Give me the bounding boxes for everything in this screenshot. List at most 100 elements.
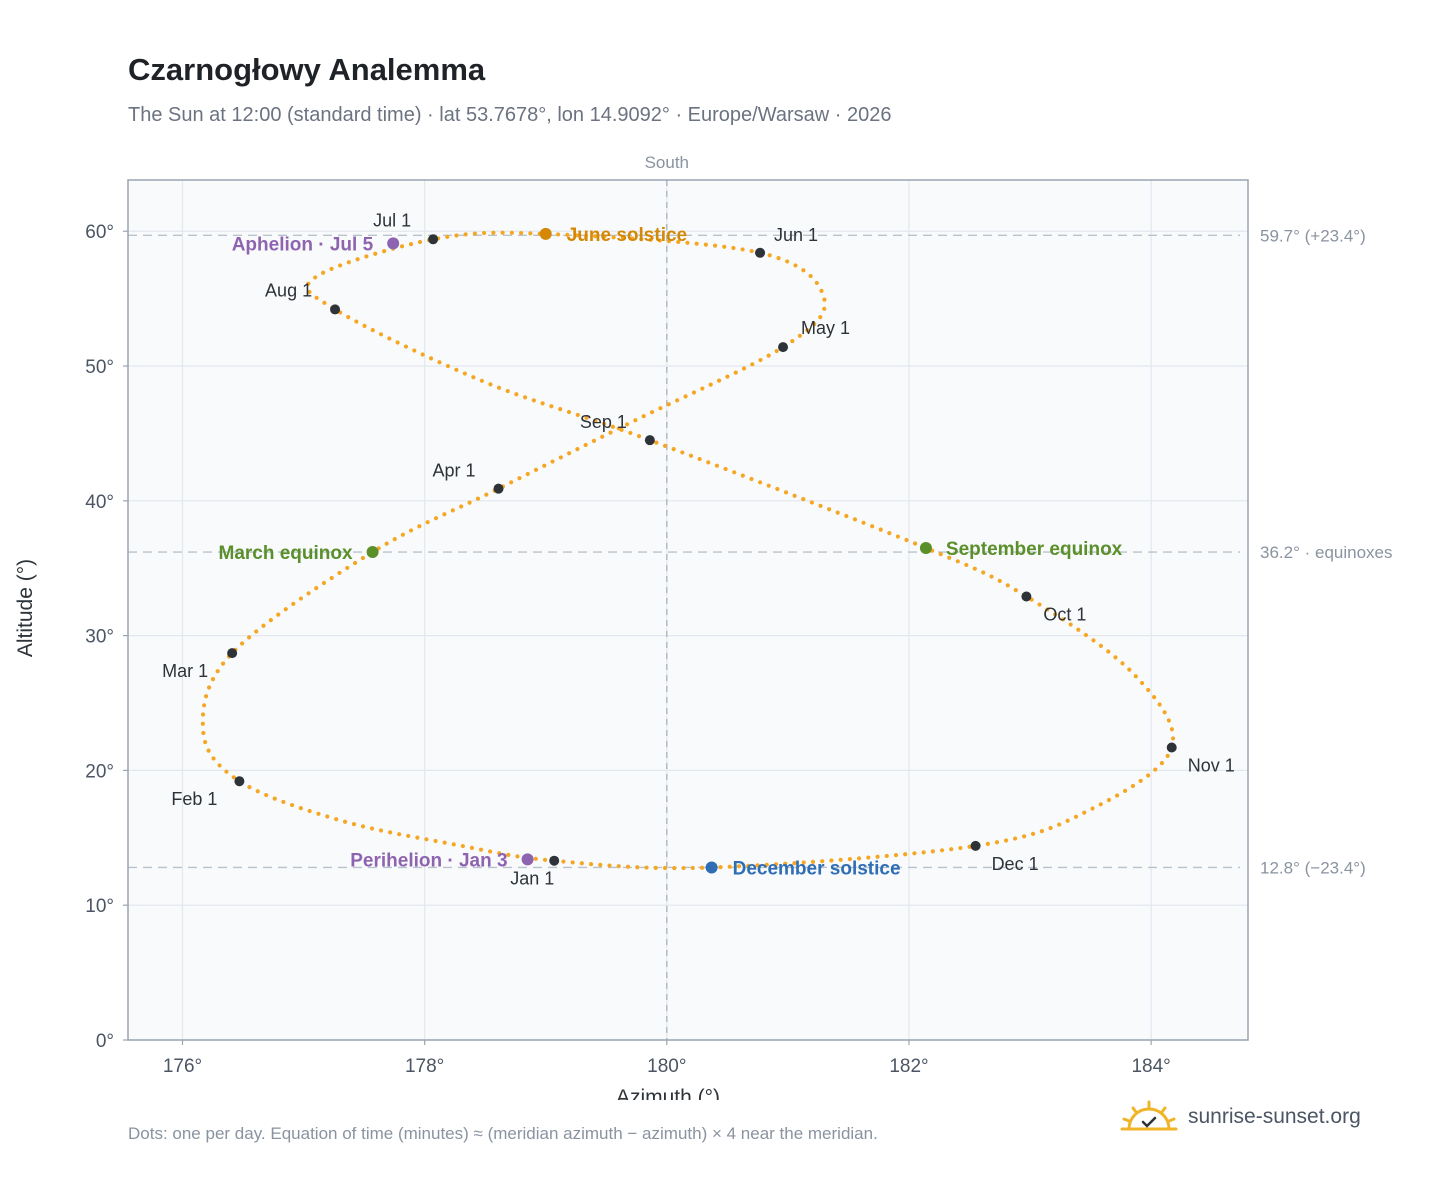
daily-dot [653,865,658,870]
daily-dot [725,374,730,379]
daily-dot [1082,810,1087,815]
daily-dot [201,703,207,708]
brand[interactable]: sunrise-sunset.org [1120,1100,1361,1134]
daily-dot [764,862,769,867]
daily-dot [459,504,464,509]
event-marker [919,541,932,554]
daily-dot [797,333,803,338]
daily-dot [722,244,727,249]
daily-dot [624,422,630,427]
daily-dot [469,845,475,850]
daily-dot [1165,753,1170,758]
reference-line-label: 36.2° · equinoxes [1260,543,1393,562]
daily-dot [712,243,718,248]
daily-dot [611,235,616,240]
daily-dot [633,418,638,423]
daily-dot [346,260,351,265]
daily-dot [445,234,450,239]
reference-lines: South 59.7° (+23.4°) 36.2° · equinoxes 12.8… [128,153,1393,1040]
daily-dot [298,805,303,811]
daily-dot [680,450,685,455]
daily-dot [866,855,871,860]
event-marker [366,546,379,559]
daily-dot [857,856,862,861]
daily-dot [644,865,649,870]
daily-dot [749,248,754,254]
daily-dot [847,856,852,862]
daily-dot [835,510,840,515]
daily-dot [556,232,561,237]
daily-dot [454,367,459,372]
daily-dot [345,565,350,571]
daily-dot [809,500,814,505]
event-marker [705,861,718,874]
month-marker [227,648,238,659]
daily-dot [1169,727,1174,732]
daily-dot [801,496,806,502]
daily-dot [201,730,206,736]
daily-dot [827,507,832,512]
event-label: September equinox [946,539,1123,560]
daily-dot [1162,710,1167,715]
daily-dot [566,409,572,415]
month-label: Jan 1 [510,869,554,889]
daily-dot [217,763,222,768]
daily-dot [714,463,720,468]
daily-dot [397,832,402,837]
daily-dot [370,328,375,333]
daily-dot [399,244,405,249]
daily-dot [812,322,817,327]
daily-dot [264,792,269,798]
daily-dot [408,528,414,533]
y-tick-label: 0° [96,1031,114,1052]
daily-dot [1138,778,1143,784]
daily-dot [1170,736,1176,741]
daily-dot [1159,761,1165,766]
daily-dot [1048,825,1053,831]
x-tick-label: 178° [405,1056,444,1077]
daily-dot [289,802,295,808]
daily-dot [471,375,476,380]
y-tick-label: 30° [85,627,114,648]
daily-dot [417,524,422,529]
daily-dot [1098,643,1104,648]
daily-dot [479,378,484,383]
daily-dot [818,315,823,320]
daily-dot [1120,661,1125,666]
daily-dot [620,235,625,240]
daily-dot [424,837,429,842]
daily-dot [387,830,393,835]
daily-dot [1113,655,1118,660]
daily-dot [783,490,789,495]
daily-dot [1122,788,1128,793]
daily-dot [215,669,220,674]
analemma-daily-dots [200,230,1176,871]
month-marker [644,435,655,446]
daily-dot [593,418,598,423]
daily-dot [884,853,889,859]
x-tick-label: 180° [647,1056,686,1077]
daily-dot [749,476,754,482]
month-marker [970,840,981,851]
daily-dot [688,453,694,458]
daily-dot [1057,822,1062,827]
daily-dot [307,289,312,295]
daily-dot [454,233,459,238]
daily-dot [746,863,751,868]
daily-dot [700,386,705,391]
daily-dot [628,430,633,436]
daily-dot [415,835,420,840]
daily-dot [491,230,496,235]
daily-dot [351,822,357,827]
daily-dot [322,300,327,305]
daily-dot [445,363,451,369]
daily-dot [1139,680,1145,686]
daily-dot [755,863,760,868]
daily-dot [949,847,954,852]
daily-dot [591,438,597,443]
daily-dot [994,840,1000,845]
daily-dot [575,447,580,452]
axes: 176° 178° 180° 182° 184° 0° 10° 20° 30° 40° 50° 60°… [14,222,1171,1100]
y-tick-label: 40° [85,492,114,513]
daily-dot [283,607,288,612]
